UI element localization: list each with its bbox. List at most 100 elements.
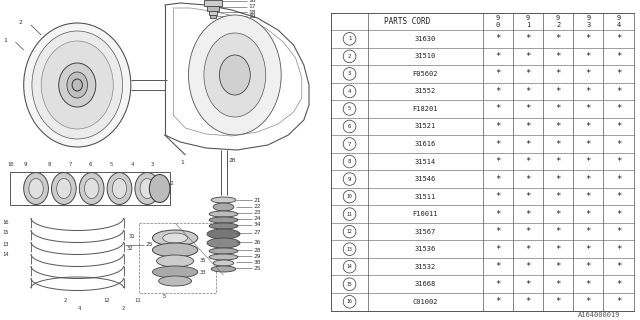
Text: 31521: 31521 <box>415 124 436 130</box>
Text: *: * <box>586 157 591 166</box>
Ellipse shape <box>140 179 154 198</box>
Text: *: * <box>495 69 500 78</box>
Ellipse shape <box>135 172 159 204</box>
Text: 9
4: 9 4 <box>616 15 621 28</box>
Text: *: * <box>525 87 531 96</box>
Text: 22: 22 <box>253 204 261 210</box>
Ellipse shape <box>157 255 194 267</box>
Text: *: * <box>586 104 591 114</box>
Ellipse shape <box>159 276 191 286</box>
Text: *: * <box>525 297 531 306</box>
Text: *: * <box>495 262 500 271</box>
Text: *: * <box>495 122 500 131</box>
Text: F05602: F05602 <box>412 71 438 77</box>
Ellipse shape <box>152 230 198 246</box>
Text: *: * <box>556 210 561 219</box>
Text: *: * <box>616 227 621 236</box>
Text: *: * <box>525 52 531 61</box>
Text: 31536: 31536 <box>415 246 436 252</box>
Text: 24: 24 <box>253 217 261 221</box>
Text: *: * <box>495 34 500 43</box>
Text: *: * <box>616 280 621 289</box>
Text: 9
3: 9 3 <box>586 15 591 28</box>
Text: 17: 17 <box>248 4 256 10</box>
Ellipse shape <box>209 211 238 217</box>
Bar <box>10 172 170 205</box>
Text: *: * <box>616 245 621 254</box>
Ellipse shape <box>209 254 238 260</box>
Text: 14: 14 <box>347 264 353 269</box>
Text: 35: 35 <box>200 258 206 262</box>
Text: 4: 4 <box>77 306 81 310</box>
Ellipse shape <box>59 63 96 107</box>
Text: 1: 1 <box>3 37 7 43</box>
Text: 31511: 31511 <box>415 194 436 200</box>
Text: *: * <box>586 262 591 271</box>
Ellipse shape <box>207 229 240 239</box>
Text: C01002: C01002 <box>412 299 438 305</box>
Text: *: * <box>586 69 591 78</box>
Text: 26: 26 <box>253 239 261 244</box>
Text: 31510: 31510 <box>415 53 436 60</box>
Text: 1: 1 <box>180 159 184 164</box>
Text: 9: 9 <box>348 177 351 181</box>
Text: 32: 32 <box>127 245 133 251</box>
Text: 2: 2 <box>64 298 67 302</box>
Text: *: * <box>525 140 531 148</box>
Text: PARTS CORD: PARTS CORD <box>384 17 430 26</box>
Text: 13: 13 <box>347 247 353 252</box>
Text: *: * <box>525 175 531 184</box>
Text: *: * <box>495 175 500 184</box>
Text: *: * <box>556 87 561 96</box>
Text: *: * <box>616 104 621 114</box>
Text: 2: 2 <box>122 306 125 310</box>
Text: 13: 13 <box>2 242 8 246</box>
Ellipse shape <box>209 248 238 254</box>
Text: 31567: 31567 <box>415 229 436 235</box>
Text: 7: 7 <box>68 162 72 166</box>
Ellipse shape <box>209 217 238 223</box>
Ellipse shape <box>189 15 281 135</box>
Text: 15: 15 <box>2 230 8 236</box>
Text: *: * <box>616 87 621 96</box>
Ellipse shape <box>209 223 238 229</box>
Text: 16: 16 <box>248 0 256 4</box>
Text: *: * <box>616 140 621 148</box>
Text: 11: 11 <box>134 298 140 302</box>
Text: 10: 10 <box>347 194 353 199</box>
Ellipse shape <box>163 233 188 243</box>
Ellipse shape <box>211 266 236 272</box>
Text: 4: 4 <box>130 162 134 166</box>
Text: 16: 16 <box>2 220 8 225</box>
Ellipse shape <box>204 33 266 117</box>
Text: *: * <box>556 227 561 236</box>
Bar <box>207 6 220 11</box>
Text: *: * <box>556 192 561 201</box>
Text: *: * <box>495 227 500 236</box>
Text: *: * <box>525 262 531 271</box>
Bar <box>204 0 223 6</box>
Ellipse shape <box>211 197 236 203</box>
Text: 11: 11 <box>347 212 353 217</box>
Text: *: * <box>556 52 561 61</box>
Text: *: * <box>525 34 531 43</box>
Text: *: * <box>556 122 561 131</box>
Text: 14: 14 <box>2 252 8 258</box>
Text: *: * <box>586 52 591 61</box>
Text: 2: 2 <box>348 54 351 59</box>
Ellipse shape <box>57 179 71 198</box>
Text: 28: 28 <box>253 247 261 252</box>
Text: *: * <box>525 227 531 236</box>
Text: *: * <box>495 157 500 166</box>
Text: *: * <box>525 69 531 78</box>
Text: *: * <box>556 297 561 306</box>
Text: 5: 5 <box>109 162 113 166</box>
Text: 25: 25 <box>253 266 261 270</box>
Text: 6: 6 <box>348 124 351 129</box>
Text: 16: 16 <box>347 299 353 304</box>
Text: 27: 27 <box>253 230 261 236</box>
Text: 7: 7 <box>348 141 351 147</box>
Text: 23: 23 <box>253 211 261 215</box>
Ellipse shape <box>213 203 234 211</box>
Ellipse shape <box>79 172 104 204</box>
